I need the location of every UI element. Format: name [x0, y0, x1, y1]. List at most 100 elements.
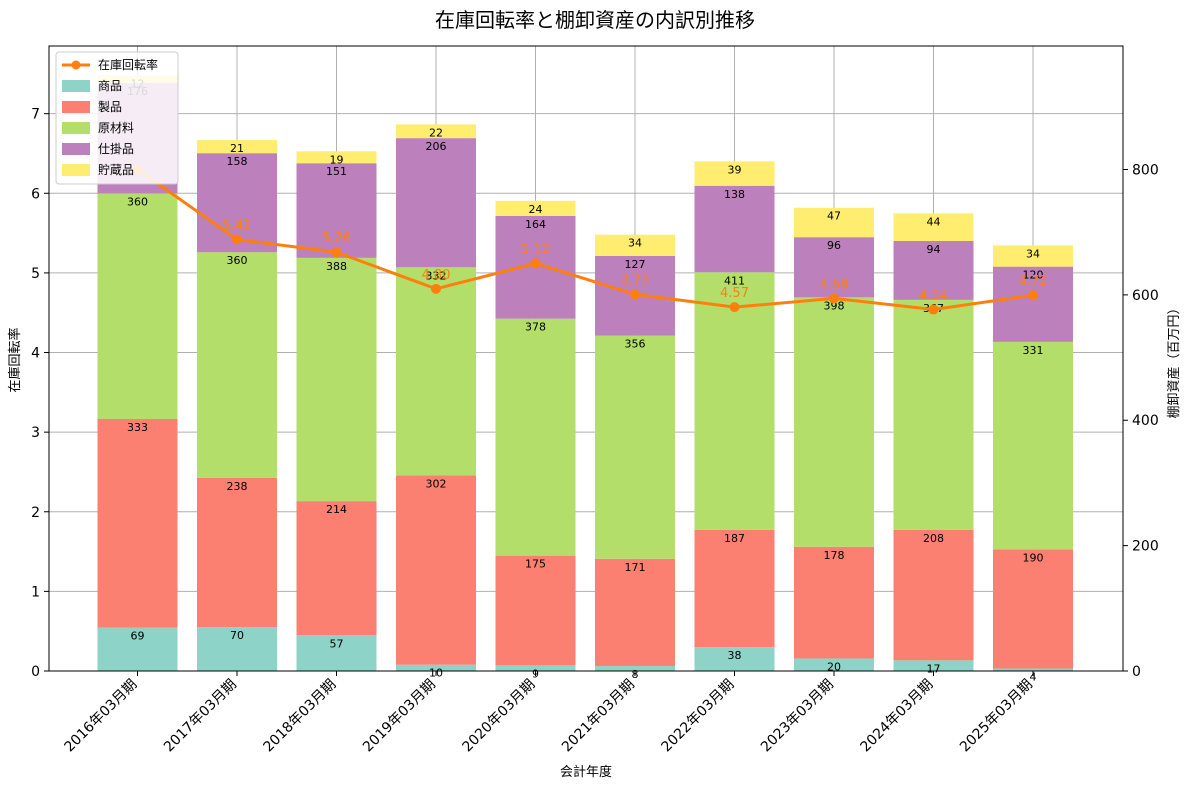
- bar-value-label: 120: [1023, 269, 1044, 282]
- y-tick-label-right: 600: [1132, 288, 1159, 304]
- bar-value-label: 360: [127, 195, 148, 208]
- bar-segment: [993, 245, 1073, 267]
- y-tick-label-left: 3: [31, 425, 40, 441]
- bar-segment: [495, 555, 576, 666]
- bar-segment: [993, 668, 1073, 671]
- bar-value-label: 39: [728, 163, 742, 176]
- bar-segment: [495, 200, 576, 216]
- bar-segment: [694, 185, 775, 273]
- bar-segment: [595, 335, 675, 559]
- bar-segment: [993, 266, 1073, 342]
- legend-swatch: [62, 122, 90, 134]
- legend-label: 商品: [98, 78, 122, 93]
- y-tick-label-left: 0: [31, 664, 40, 680]
- bar-segment: [97, 418, 178, 628]
- y-tick-label-left: 2: [31, 505, 40, 521]
- bar-labels: 6933336017612702383601582157214388151191…: [127, 77, 1044, 683]
- bar-segment: [495, 318, 576, 556]
- bar-segment: [296, 151, 377, 164]
- x-tick-label: 2022年03月期: [659, 677, 738, 756]
- bar-segment: [97, 627, 178, 671]
- bar-segment: [396, 124, 476, 139]
- bar-segment: [396, 138, 476, 268]
- bar-value-label: 24: [529, 203, 543, 216]
- bar-value-label: 190: [1023, 551, 1044, 564]
- y-axis-label-left: 在庫回転率: [7, 327, 23, 392]
- bar-value-label: 94: [927, 243, 941, 256]
- bar-segment: [296, 501, 377, 636]
- turnover-line-path: [136, 168, 1034, 312]
- bar-value-label: 356: [625, 338, 646, 351]
- bar-value-label: 175: [525, 558, 546, 571]
- x-tick-label: 2023年03月期: [758, 677, 837, 756]
- bar-segment: [595, 558, 675, 666]
- bar-segment: [296, 257, 377, 502]
- bar-value-label: 19: [330, 153, 344, 166]
- turnover-point: [729, 302, 740, 313]
- y-tick-label-left: 6: [31, 186, 40, 202]
- turnover-value-label: 4.73: [621, 273, 650, 288]
- x-tick-label: 2018年03月期: [261, 677, 340, 756]
- plot-frame: [48, 45, 1124, 672]
- bar-segment: [794, 546, 874, 659]
- bar-segment: [893, 299, 974, 530]
- bar-value-label: 214: [326, 503, 347, 516]
- turnover-point: [630, 289, 640, 300]
- bar-value-label: 331: [1023, 344, 1044, 357]
- bar-value-label: 398: [824, 299, 845, 312]
- turnover-point: [431, 283, 441, 294]
- legend-swatch: [62, 101, 90, 113]
- bar-segment: [197, 477, 277, 628]
- bar-segment: [794, 207, 874, 238]
- x-tick-label: 2016年03月期: [62, 677, 141, 756]
- bar-segment: [694, 529, 775, 648]
- bar-value-label: 47: [827, 210, 841, 223]
- bar-value-label: 70: [230, 629, 244, 642]
- bar-segment: [993, 341, 1073, 550]
- bar-segment: [694, 272, 775, 530]
- x-tick-label: 2017年03月期: [161, 677, 240, 756]
- turnover-point: [331, 247, 342, 258]
- legend-label: 貯蔵品: [98, 163, 134, 177]
- y-tick-label-right: 800: [1132, 162, 1159, 178]
- turnover-point: [928, 304, 939, 315]
- y-tick-label-right: 0: [1132, 664, 1141, 680]
- x-tick-label: 2025年03月期: [957, 677, 1036, 756]
- turnover-value-label: 5.26: [322, 231, 351, 246]
- bar-value-label: 178: [824, 549, 845, 562]
- y-axis-label-right: 棚卸資産（百万円）: [1166, 301, 1182, 418]
- bar-segment: [893, 213, 974, 241]
- x-tick-label: 2020年03月期: [460, 677, 539, 756]
- legend-label: 原材料: [98, 121, 134, 135]
- bar-value-label: 22: [429, 126, 443, 139]
- bar-segment: [296, 163, 377, 258]
- y-tick-label-left: 7: [31, 107, 40, 123]
- bar-value-label: 38: [728, 649, 742, 662]
- legend-line-marker: [71, 60, 81, 70]
- bar-segment: [893, 529, 974, 661]
- turnover-point: [1028, 290, 1038, 301]
- bar-segment: [893, 660, 974, 671]
- bar-segment: [197, 252, 277, 478]
- x-tick-label: 2024年03月期: [858, 677, 937, 756]
- x-tick-label: 2021年03月期: [559, 677, 638, 756]
- bar-value-label: 333: [127, 421, 148, 434]
- bar-value-label: 208: [923, 532, 944, 545]
- legend-swatch: [62, 164, 90, 176]
- y-tick-label-left: 1: [31, 584, 40, 600]
- bar-value-label: 187: [724, 532, 745, 545]
- bar-segment: [495, 665, 576, 671]
- bar-value-label: 411: [724, 274, 745, 287]
- bar-value-label: 378: [525, 321, 546, 334]
- y-tick-label-left: 5: [31, 266, 40, 282]
- bar-value-label: 151: [326, 165, 347, 178]
- bar-value-label: 17: [927, 662, 941, 675]
- turnover-value-label: 4.80: [422, 268, 451, 283]
- y-tick-label-left: 4: [31, 346, 40, 362]
- bar-value-label: 158: [227, 155, 248, 168]
- legend-label: 仕掛品: [98, 141, 134, 156]
- bar-segment: [197, 140, 277, 154]
- turnover-value-label: 5.12: [521, 242, 550, 257]
